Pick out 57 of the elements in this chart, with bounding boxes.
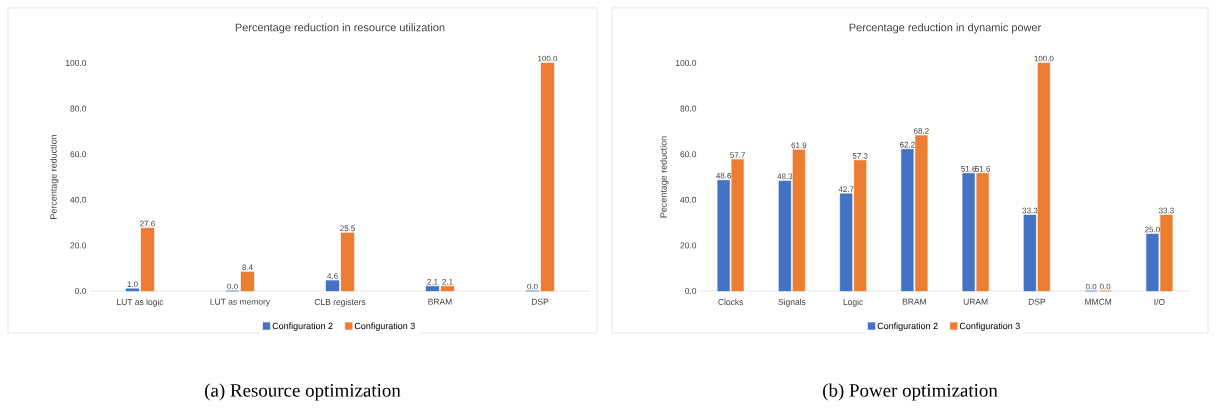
chart-title: Percentage reduction in resource utilization bbox=[235, 23, 445, 34]
bar bbox=[425, 286, 440, 292]
bar bbox=[976, 173, 989, 292]
y-tick-label: 40.0 bbox=[680, 196, 697, 203]
y-axis-title: Pecentage reduction bbox=[660, 136, 669, 218]
legend-label: Configuration 3 bbox=[354, 322, 415, 331]
legend-label: Configuration 3 bbox=[959, 322, 1020, 331]
x-tick-label: LUT as memory bbox=[210, 298, 271, 307]
bar bbox=[340, 232, 355, 292]
bar bbox=[962, 173, 975, 292]
bar bbox=[717, 179, 730, 292]
bar bbox=[540, 62, 555, 292]
y-tick-label: 80.0 bbox=[680, 105, 697, 112]
y-tick-label: 0.0 bbox=[75, 288, 87, 294]
chart-title: Percentage reduction in dynamic power bbox=[849, 23, 1042, 34]
y-tick-label: 60.0 bbox=[680, 151, 697, 158]
x-tick-label: DSP bbox=[531, 298, 549, 305]
y-tick-label: 100.0 bbox=[675, 60, 697, 66]
x-tick-label: I/O bbox=[1154, 298, 1165, 305]
x-tick-label: BRAM bbox=[428, 298, 452, 305]
bar bbox=[325, 280, 340, 292]
bar bbox=[1023, 214, 1037, 292]
bar bbox=[1160, 214, 1173, 292]
y-tick-label: 100.0 bbox=[65, 60, 87, 66]
bar bbox=[792, 149, 806, 292]
bar bbox=[915, 135, 928, 292]
y-tick-label: 20.0 bbox=[680, 242, 697, 249]
x-tick-label: LUT as logic bbox=[117, 298, 164, 307]
x-tick-label: BRAM bbox=[902, 298, 926, 305]
bar bbox=[125, 288, 140, 292]
text: (b) Power optimization bbox=[823, 383, 998, 401]
legend-label: Configuration 2 bbox=[877, 322, 938, 331]
y-tick-label: 80.0 bbox=[70, 105, 87, 112]
x-tick-label: DSP bbox=[1028, 298, 1046, 305]
bar bbox=[140, 227, 155, 292]
y-axis-title: Percentage reduction bbox=[50, 134, 59, 219]
bar bbox=[901, 148, 914, 292]
x-tick-label: CLB registers bbox=[314, 298, 366, 307]
y-tick-label: 20.0 bbox=[70, 242, 87, 249]
y-tick-label: 0.0 bbox=[685, 288, 697, 294]
bar bbox=[1146, 233, 1159, 292]
x-tick-label: Signals bbox=[778, 298, 806, 307]
bar bbox=[839, 193, 853, 292]
y-tick-label: 60.0 bbox=[70, 151, 87, 158]
y-tick-label: 40.0 bbox=[70, 196, 87, 203]
bar bbox=[440, 286, 455, 292]
text: (a) Resource optimization bbox=[205, 383, 401, 401]
bar bbox=[778, 180, 792, 292]
bar bbox=[731, 159, 744, 292]
x-tick-label: URAM bbox=[963, 298, 988, 305]
x-tick-label: Logic bbox=[843, 298, 864, 307]
x-tick-label: MMCM bbox=[1085, 298, 1112, 305]
bar bbox=[1037, 62, 1051, 292]
x-tick-label: Clocks bbox=[718, 298, 744, 305]
bar bbox=[853, 160, 867, 292]
bar bbox=[240, 271, 255, 292]
legend-label: Configuration 2 bbox=[272, 322, 333, 331]
